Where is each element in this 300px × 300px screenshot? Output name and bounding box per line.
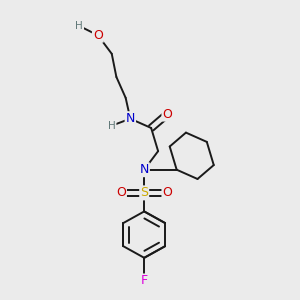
Text: O: O	[116, 186, 126, 200]
Text: O: O	[163, 108, 172, 121]
Text: H: H	[75, 21, 83, 31]
Text: O: O	[93, 29, 103, 42]
Text: O: O	[163, 186, 172, 200]
Text: H: H	[108, 121, 116, 131]
Text: F: F	[141, 274, 148, 287]
Text: N: N	[126, 112, 135, 125]
Text: S: S	[140, 186, 148, 200]
Text: N: N	[140, 163, 149, 176]
